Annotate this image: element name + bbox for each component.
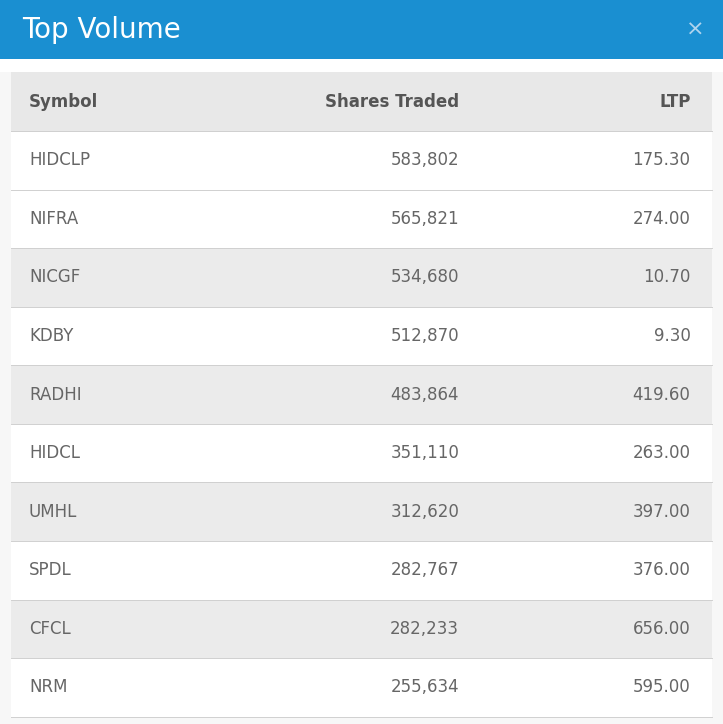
Text: NICGF: NICGF xyxy=(29,269,80,287)
Text: 595.00: 595.00 xyxy=(633,678,690,696)
FancyBboxPatch shape xyxy=(11,366,712,424)
Text: 274.00: 274.00 xyxy=(633,210,690,228)
Text: 512,870: 512,870 xyxy=(390,327,459,345)
FancyBboxPatch shape xyxy=(0,0,723,59)
Text: 419.60: 419.60 xyxy=(633,386,690,403)
FancyBboxPatch shape xyxy=(11,131,712,190)
Text: NRM: NRM xyxy=(29,678,67,696)
Text: LTP: LTP xyxy=(659,93,690,111)
Text: Top Volume: Top Volume xyxy=(22,16,181,43)
Text: 534,680: 534,680 xyxy=(390,269,459,287)
Text: NIFRA: NIFRA xyxy=(29,210,78,228)
FancyBboxPatch shape xyxy=(11,658,712,717)
Text: 255,634: 255,634 xyxy=(390,678,459,696)
Text: ×: × xyxy=(686,20,705,40)
FancyBboxPatch shape xyxy=(11,482,712,541)
FancyBboxPatch shape xyxy=(11,190,712,248)
Text: 175.30: 175.30 xyxy=(633,151,690,169)
FancyBboxPatch shape xyxy=(11,424,712,482)
Text: Shares Traded: Shares Traded xyxy=(325,93,459,111)
Text: SPDL: SPDL xyxy=(29,561,72,579)
Text: Symbol: Symbol xyxy=(29,93,98,111)
Text: HIDCL: HIDCL xyxy=(29,444,80,462)
Text: 376.00: 376.00 xyxy=(633,561,690,579)
Text: HIDCLP: HIDCLP xyxy=(29,151,90,169)
Text: 397.00: 397.00 xyxy=(633,502,690,521)
Text: KDBY: KDBY xyxy=(29,327,73,345)
FancyBboxPatch shape xyxy=(11,248,712,307)
Text: 282,233: 282,233 xyxy=(390,620,459,638)
Text: 263.00: 263.00 xyxy=(633,444,690,462)
Text: 565,821: 565,821 xyxy=(390,210,459,228)
Text: 282,767: 282,767 xyxy=(390,561,459,579)
FancyBboxPatch shape xyxy=(11,541,712,599)
FancyBboxPatch shape xyxy=(11,599,712,658)
FancyBboxPatch shape xyxy=(11,307,712,366)
Text: CFCL: CFCL xyxy=(29,620,71,638)
Text: 312,620: 312,620 xyxy=(390,502,459,521)
Text: UMHL: UMHL xyxy=(29,502,77,521)
Text: 10.70: 10.70 xyxy=(643,269,690,287)
FancyBboxPatch shape xyxy=(0,59,723,72)
Text: 583,802: 583,802 xyxy=(390,151,459,169)
FancyBboxPatch shape xyxy=(11,72,712,131)
Text: 351,110: 351,110 xyxy=(390,444,459,462)
Text: 656.00: 656.00 xyxy=(633,620,690,638)
Text: RADHI: RADHI xyxy=(29,386,82,403)
Text: 483,864: 483,864 xyxy=(390,386,459,403)
Text: 9.30: 9.30 xyxy=(654,327,690,345)
